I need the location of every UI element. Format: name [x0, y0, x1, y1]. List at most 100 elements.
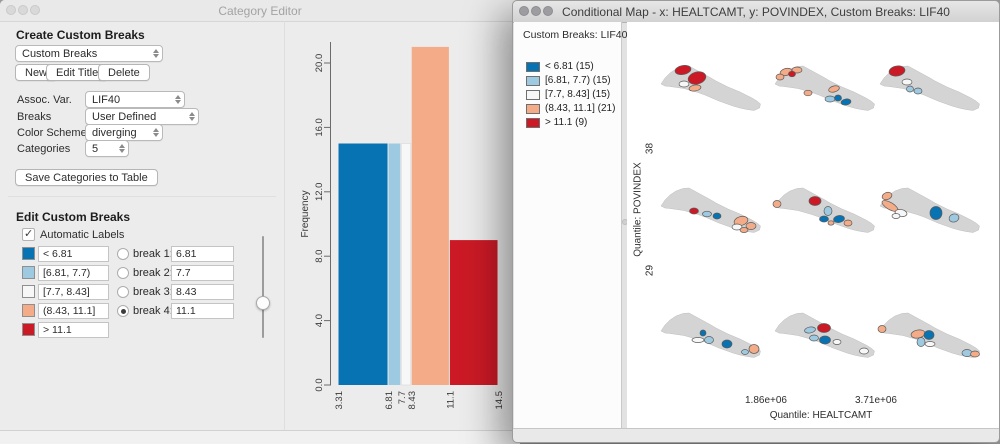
conditional-map-canvas: Quantile: POVINDEX 38 29 1.86e+06 3.71e+… [627, 22, 999, 430]
save-categories-button[interactable]: Save Categories to Table [15, 169, 158, 186]
preset-dropdown[interactable]: Custom Breaks [15, 45, 163, 62]
svg-text:11.1: 11.1 [445, 391, 456, 409]
edit-title-button[interactable]: Edit Title [46, 64, 109, 81]
y-axis-tick-38: 38 [644, 142, 656, 155]
automatic-labels-checkbox[interactable] [22, 227, 35, 241]
assoc-var-dropdown[interactable]: LIF40 [85, 91, 185, 108]
breaks-dropdown[interactable]: User Defined [85, 108, 199, 125]
map-legend-panel: Custom Breaks: LIF40 < 6.81 (15) [6.81, … [514, 22, 627, 430]
svg-text:16.0: 16.0 [314, 118, 325, 136]
zoom-button-icon[interactable] [543, 6, 553, 16]
svg-text:6.81: 6.81 [384, 391, 395, 410]
break-2-label: break 2: [133, 267, 173, 279]
legend-label: [7.7, 8.43] (15) [545, 89, 611, 100]
conditional-map-statusbar [513, 428, 999, 442]
svg-text:20.0: 20.0 [314, 54, 325, 73]
break-2-radio[interactable] [117, 267, 129, 279]
legend-swatch [526, 76, 540, 86]
x-axis-tick-2: 3.71e+06 [855, 395, 897, 406]
conditional-map-cell[interactable] [772, 308, 878, 366]
category-label-field[interactable]: < 6.81 [38, 246, 109, 262]
breaks-histogram[interactable]: 0.0 4.0 8.0 12.0 16.0 20.0 3.31 6.81 7.7 8.43 11.1… [285, 20, 520, 430]
legend-title: Custom Breaks: LIF40 [523, 29, 628, 41]
edit-custom-breaks-heading: Edit Custom Breaks [16, 210, 131, 224]
legend-label: [6.81, 7.7) (15) [545, 75, 611, 86]
preset-dropdown-value: Custom Breaks [22, 47, 98, 60]
category-label-field[interactable]: (8.43, 11.1] [38, 303, 109, 319]
break-3-input[interactable]: 8.43 [171, 284, 234, 300]
slider-thumb[interactable] [256, 296, 270, 310]
close-button-icon[interactable] [6, 5, 16, 15]
conditional-map-titlebar[interactable]: Conditional Map - x: HEALTCAMT, y: POVIN… [513, 1, 999, 23]
close-button-icon[interactable] [519, 6, 529, 16]
conditional-map-cell[interactable] [772, 61, 878, 119]
break-4-label: break 4: [133, 305, 173, 317]
conditional-map-cell[interactable] [658, 183, 764, 241]
categories-stepper[interactable]: 5 [85, 140, 129, 157]
category-editor-titlebar[interactable]: Category Editor [0, 0, 520, 22]
conditional-map-cell[interactable] [877, 61, 983, 119]
categories-value: 5 [92, 142, 99, 155]
legend-swatch [526, 90, 540, 100]
assoc-var-value: LIF40 [92, 93, 121, 106]
y-axis-label: Quantile: POVINDEX [632, 162, 644, 257]
svg-text:8.0: 8.0 [314, 250, 325, 263]
automatic-labels-label: Automatic Labels [40, 229, 125, 241]
color-scheme-label: Color Scheme [17, 127, 87, 139]
window-controls [519, 6, 553, 16]
x-axis-label: Quantile: HEALTCAMT [769, 410, 873, 421]
category-label-field[interactable]: [7.7, 8.43] [38, 284, 109, 300]
minimize-button-icon[interactable] [18, 5, 28, 15]
zoom-button-icon[interactable] [30, 5, 40, 15]
legend-swatch [526, 118, 540, 128]
category-color-swatch [22, 266, 35, 279]
break-3-label: break 3: [133, 286, 173, 298]
dropdown-chevrons-icon [153, 128, 159, 137]
breaks-slider[interactable] [256, 236, 270, 338]
break-1-label: break 1: [133, 248, 173, 260]
legend-label: (8.43, 11.1] (21) [545, 103, 616, 114]
conditional-map-cell[interactable] [658, 308, 764, 366]
minimize-button-icon[interactable] [531, 6, 541, 16]
conditional-map-window: Conditional Map - x: HEALTCAMT, y: POVIN… [512, 0, 1000, 443]
conditional-map-cell[interactable] [772, 183, 878, 241]
pane-divider [284, 21, 285, 430]
legend-swatch [526, 62, 540, 72]
svg-text:7.7: 7.7 [397, 391, 408, 404]
category-editor-statusbar [0, 430, 520, 444]
window-controls [6, 5, 40, 15]
conditional-map-cell[interactable] [877, 308, 983, 366]
conditional-map-cell[interactable] [877, 183, 983, 241]
conditional-map-cell[interactable] [658, 61, 764, 119]
break-4-input[interactable]: 11.1 [171, 303, 234, 319]
category-label-field[interactable]: > 11.1 [38, 322, 109, 338]
category-color-swatch [22, 247, 35, 260]
color-scheme-dropdown[interactable]: diverging [85, 124, 163, 141]
svg-text:12.0: 12.0 [314, 183, 325, 202]
svg-text:Frequency: Frequency [300, 190, 311, 237]
category-label-field[interactable]: [6.81, 7.7) [38, 265, 109, 281]
legend-label: > 11.1 (9) [545, 117, 588, 128]
window-title: Conditional Map - x: HEALTCAMT, y: POVIN… [562, 4, 950, 19]
break-1-radio[interactable] [117, 248, 129, 260]
y-axis-tick-29: 29 [644, 264, 656, 277]
break-2-input[interactable]: 7.7 [171, 265, 234, 281]
categories-label: Categories [17, 143, 71, 155]
window-title: Category Editor [218, 3, 302, 18]
category-color-swatch [22, 304, 35, 317]
category-color-swatch [22, 323, 35, 336]
svg-text:0.0: 0.0 [314, 378, 325, 391]
break-4-radio[interactable] [117, 305, 129, 317]
svg-text:4.0: 4.0 [314, 314, 325, 327]
breaks-label: Breaks [17, 111, 52, 123]
stepper-chevrons-icon [119, 144, 125, 153]
svg-text:3.31: 3.31 [334, 391, 345, 410]
break-1-input[interactable]: 6.81 [171, 246, 234, 262]
delete-button[interactable]: Delete [98, 64, 150, 81]
break-3-radio[interactable] [117, 286, 129, 298]
category-editor-window: Category Editor Create Custom Breaks Cus… [0, 0, 520, 444]
breaks-value: User Defined [92, 110, 157, 123]
dropdown-chevrons-icon [189, 112, 195, 121]
dropdown-chevrons-icon [153, 49, 159, 58]
